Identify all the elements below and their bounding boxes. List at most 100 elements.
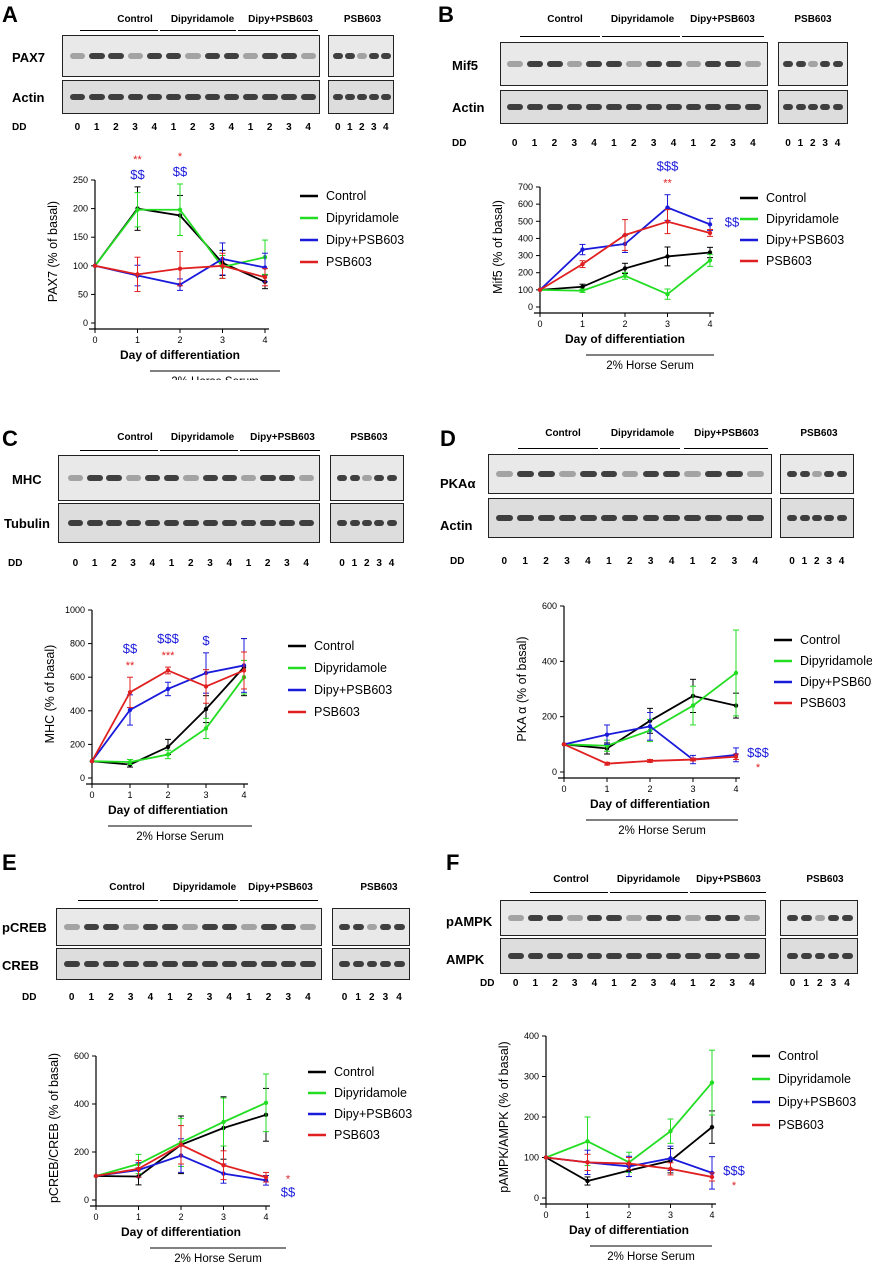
lane-label: 2 — [113, 122, 119, 133]
lane-label: 4 — [670, 978, 676, 989]
protein-band — [241, 924, 257, 930]
x-tick-label: 1 — [136, 1212, 141, 1222]
protein-band — [705, 104, 722, 110]
y-tick-label: 800 — [70, 639, 85, 649]
protein-band — [517, 471, 534, 477]
protein-band — [726, 515, 743, 521]
protein-band — [812, 471, 822, 477]
protein-band — [381, 53, 391, 59]
lane-label: 3 — [206, 992, 213, 1003]
lane-label: 4 — [226, 558, 233, 569]
protein-band — [836, 471, 847, 477]
protein-band — [144, 475, 161, 481]
legend-label: Dipyridamole — [778, 1072, 851, 1086]
blot-label: pAMPK — [446, 914, 493, 929]
data-point — [127, 759, 133, 765]
protein-band — [783, 61, 794, 67]
protein-band — [69, 94, 86, 100]
protein-band — [221, 961, 238, 967]
blot-label: Tubulin — [4, 516, 50, 531]
protein-band — [828, 953, 840, 959]
significance-mark: $$ — [123, 641, 138, 656]
protein-band — [386, 520, 397, 526]
data-point — [580, 288, 585, 293]
y-tick-label: 200 — [74, 1147, 89, 1157]
western-blot — [488, 454, 772, 494]
protein-band — [123, 961, 139, 967]
dd-label: DD — [480, 978, 495, 989]
x-tick-label: 0 — [561, 784, 566, 794]
group-label: Control — [545, 428, 581, 439]
lane-label: 4 — [149, 558, 156, 569]
lane-label: 4 — [303, 558, 309, 569]
group-label: Control — [117, 432, 153, 443]
data-point — [580, 284, 585, 289]
lane-label: 1 — [246, 992, 252, 1003]
legend-label: Dipyridamole — [334, 1086, 407, 1100]
lane-label: 3 — [571, 138, 578, 149]
x-axis-label: Day of differentiation — [569, 1223, 689, 1237]
protein-band — [795, 104, 806, 110]
data-point — [580, 247, 585, 252]
protein-band — [166, 94, 182, 100]
lane-label: 0 — [512, 978, 519, 989]
lane-label: 0 — [341, 992, 348, 1003]
protein-band — [685, 104, 702, 110]
protein-band — [824, 471, 835, 477]
protein-band — [260, 924, 277, 930]
y-tick-label: 600 — [70, 672, 85, 682]
data-point — [92, 263, 98, 268]
lane-label: 3 — [647, 556, 654, 567]
protein-band — [799, 515, 810, 521]
legend-label: Control — [314, 639, 354, 653]
lane-label: 2 — [631, 138, 637, 149]
protein-band — [201, 961, 218, 967]
protein-band — [645, 915, 662, 921]
y-tick-label: 1000 — [65, 605, 85, 615]
data-point — [135, 207, 140, 212]
western-blot — [56, 908, 322, 946]
x-tick-label: 1 — [604, 784, 609, 794]
x-tick-label: 3 — [668, 1210, 673, 1220]
x-tick-label: 2 — [626, 1210, 631, 1220]
protein-band — [106, 475, 122, 481]
y-tick-label: 0 — [528, 302, 533, 312]
data-point — [127, 707, 133, 713]
lane-label: 1 — [690, 138, 697, 149]
lane-label: 3 — [284, 558, 290, 569]
data-point — [707, 250, 713, 255]
protein-band — [606, 104, 623, 110]
panel-letter: B — [438, 2, 454, 27]
protein-band — [663, 515, 681, 521]
protein-band — [262, 53, 278, 59]
protein-band — [185, 94, 201, 100]
group-label: Control — [109, 882, 145, 893]
blot-label: pCREB — [2, 920, 47, 935]
lane-label: 1 — [797, 138, 804, 149]
protein-band — [705, 61, 722, 67]
protein-band — [201, 924, 218, 930]
group-label: PSB603 — [806, 874, 844, 885]
legend-label: Control — [326, 189, 366, 203]
data-point — [89, 759, 95, 764]
data-point — [241, 668, 247, 673]
data-point — [537, 287, 543, 293]
serum-label: 2% Horse Serum — [607, 1251, 695, 1263]
legend-label: Dipy+PSB603 — [766, 233, 844, 247]
protein-band — [83, 924, 100, 930]
protein-band — [744, 915, 761, 921]
protein-band — [841, 953, 853, 959]
x-tick-label: 1 — [135, 335, 140, 345]
protein-band — [108, 94, 124, 100]
group-label: Dipy+PSB603 — [690, 14, 755, 25]
x-axis-label: Day of differentiation — [120, 348, 240, 362]
protein-band — [366, 924, 378, 930]
y-tick-label: 200 — [73, 204, 88, 214]
protein-band — [558, 515, 576, 521]
western-blot — [500, 90, 768, 124]
lane-label: 1 — [689, 556, 696, 567]
protein-band — [369, 53, 379, 59]
lane-label: 4 — [750, 138, 756, 149]
legend-label: Dipy+PSB603 — [326, 233, 404, 247]
protein-band — [144, 520, 161, 526]
